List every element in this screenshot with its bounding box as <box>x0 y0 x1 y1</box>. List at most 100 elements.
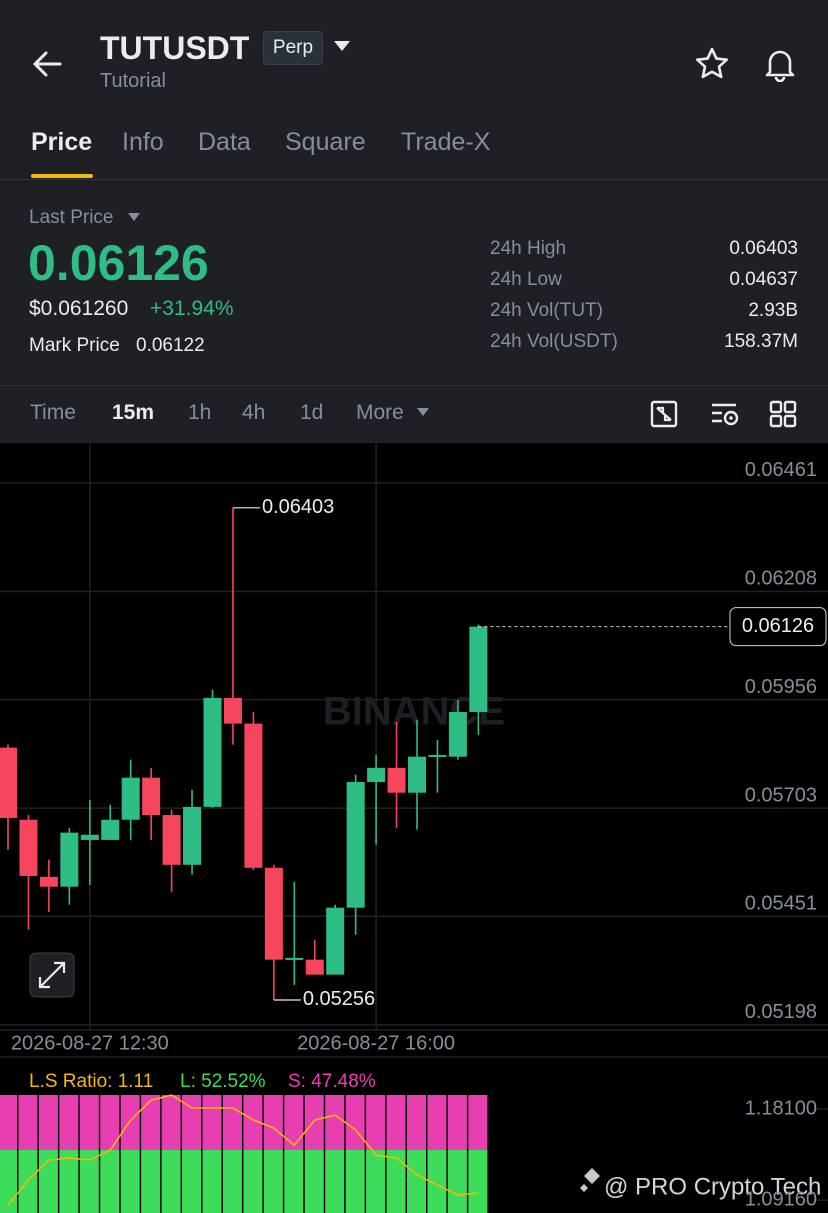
candle-body <box>80 834 99 840</box>
short-bar <box>79 1095 99 1150</box>
y-tick-label: 0.06208 <box>745 568 817 590</box>
short-bar <box>447 1095 467 1150</box>
candle-body <box>469 626 488 713</box>
extreme-label: 0.06403 <box>262 496 334 518</box>
candle-body <box>408 756 426 793</box>
stat-label: 24h High <box>490 238 567 259</box>
candle-body <box>121 777 140 820</box>
candle-body <box>142 777 161 816</box>
alert-button[interactable] <box>762 46 798 82</box>
stat-value: 158.37M <box>724 331 798 352</box>
short-bar <box>263 1095 283 1150</box>
mark-price: 0.06122 <box>136 335 205 356</box>
candle-body <box>285 957 304 960</box>
long-bar <box>59 1150 79 1213</box>
candle-body <box>223 697 242 724</box>
short-bar <box>427 1095 447 1150</box>
last-price-dropdown[interactable] <box>127 212 141 222</box>
stat-label: 24h Low <box>490 269 562 290</box>
long-bar <box>345 1150 365 1213</box>
candle-body <box>367 767 386 782</box>
long-bar <box>304 1150 324 1213</box>
indicator-settings[interactable] <box>709 399 741 429</box>
candle-body <box>448 712 467 757</box>
indicator-title: L.S Ratio: 1.11 <box>29 1071 153 1092</box>
candle-body <box>387 767 406 793</box>
long-bar <box>0 1150 17 1213</box>
timeframe[interactable]: 1d <box>300 401 324 424</box>
short-bar <box>468 1095 488 1150</box>
tab[interactable]: Square <box>285 128 366 156</box>
layout-button[interactable] <box>768 399 798 429</box>
long-bar <box>366 1150 386 1213</box>
tab[interactable]: Price <box>31 128 93 156</box>
symbol[interactable]: TUTUSDT <box>100 30 250 66</box>
short-bar <box>407 1095 426 1150</box>
short-bar <box>120 1095 140 1150</box>
indicator-tick-label: 1.18100 <box>745 1097 817 1119</box>
short-bar <box>18 1095 38 1150</box>
short-bar <box>0 1095 17 1150</box>
contract-badge: Perp <box>263 31 323 65</box>
last-price-tag <box>729 607 827 647</box>
short-bar <box>325 1095 345 1150</box>
timeframe[interactable]: 15m <box>112 401 155 424</box>
short-bar <box>38 1095 58 1150</box>
short-bar <box>345 1095 365 1150</box>
long-bar <box>141 1150 161 1213</box>
candle-body <box>162 815 181 865</box>
short-bar <box>386 1095 406 1150</box>
credit: @ PRO Crypto Tech <box>604 1173 821 1200</box>
timeframe[interactable]: More <box>356 401 404 424</box>
short-bar <box>222 1095 242 1150</box>
tab[interactable]: Info <box>122 128 164 156</box>
long-bar <box>222 1150 242 1213</box>
candle-body <box>264 867 283 960</box>
candle-body <box>0 747 17 819</box>
long-bar <box>243 1150 263 1213</box>
divider <box>0 179 828 180</box>
short-bar <box>284 1095 304 1150</box>
short-bar <box>304 1095 324 1150</box>
candle-body <box>244 723 263 868</box>
long-bar <box>386 1150 406 1213</box>
stat-value: 0.04637 <box>729 269 798 290</box>
candle-body <box>346 781 365 908</box>
y-tick-label: 0.05703 <box>745 784 817 806</box>
last-price-label[interactable]: Last Price <box>29 207 114 228</box>
more-dropdown[interactable] <box>416 407 430 417</box>
candle-body <box>326 907 345 975</box>
long-bar <box>325 1150 345 1213</box>
chart: BINANCE @ PRO Crypto Tech 0.064610.06208… <box>0 443 828 1213</box>
timeframe[interactable]: 4h <box>242 401 266 424</box>
timeframe[interactable]: Time <box>30 401 76 424</box>
y-tick-label: 0.06461 <box>745 459 817 481</box>
favorite-button[interactable] <box>694 46 730 82</box>
fullscreen-icon <box>38 961 66 989</box>
stat-value: 2.93B <box>748 300 798 321</box>
tab[interactable]: Trade-X <box>401 128 491 156</box>
candle-body <box>305 959 324 975</box>
short-bar <box>59 1095 79 1150</box>
long-bar <box>407 1150 426 1213</box>
short-bar <box>100 1095 120 1150</box>
tab[interactable]: Data <box>198 128 251 156</box>
short-bar <box>243 1095 263 1150</box>
back-button[interactable] <box>30 46 66 82</box>
candle-body <box>39 876 58 887</box>
short-bar <box>141 1095 161 1150</box>
long-bar <box>468 1150 488 1213</box>
stat-label: 24h Vol(TUT) <box>490 300 603 321</box>
change-percent: +31.94% <box>150 297 234 320</box>
short-bar <box>202 1095 222 1150</box>
symbol-dropdown[interactable] <box>333 40 351 52</box>
credit-logo <box>580 1168 600 1192</box>
y-tick-label: 0.05956 <box>745 676 817 698</box>
chart-settings[interactable] <box>649 399 679 429</box>
divider <box>0 385 828 386</box>
header-panel: TUTUSDT Perp Tutorial Last Price 0.06126… <box>0 0 828 443</box>
long-bar <box>120 1150 140 1213</box>
indicator-tick-label: 1.09160 <box>745 1188 817 1210</box>
candle-body <box>428 754 447 757</box>
timeframe[interactable]: 1h <box>188 401 212 424</box>
